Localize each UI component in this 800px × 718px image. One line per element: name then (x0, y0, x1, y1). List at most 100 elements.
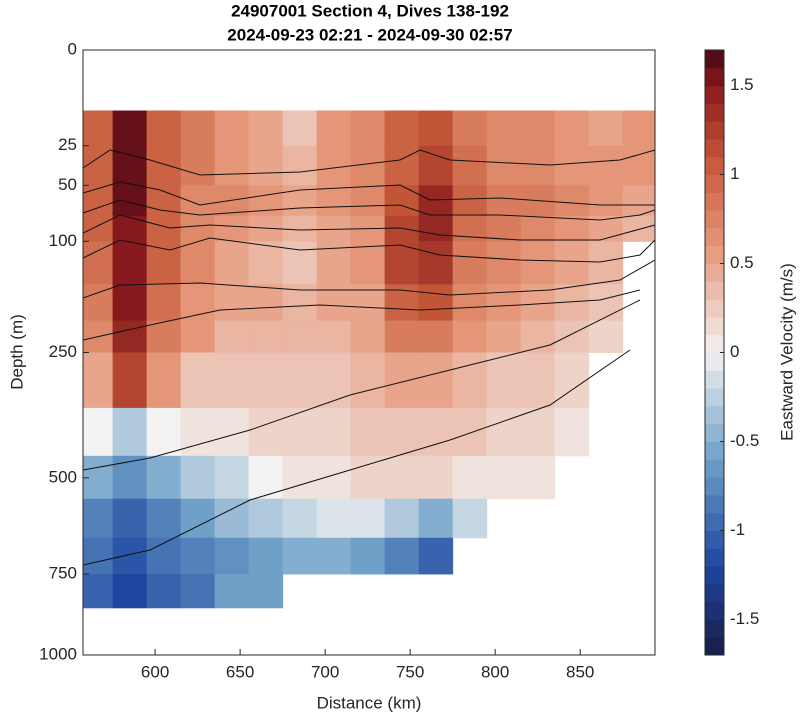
colorbar-swatch (705, 227, 724, 247)
heat-cell (146, 455, 182, 500)
heat-cell (520, 145, 556, 186)
heat-cell (282, 241, 318, 285)
heat-cell (146, 185, 182, 217)
heat-cell (83, 241, 114, 285)
heat-cell (452, 407, 488, 457)
colorbar-swatch (705, 50, 724, 69)
heat-cell (248, 145, 284, 186)
contour-line (83, 199, 655, 221)
heat-cell (146, 320, 182, 353)
heat-cell (282, 537, 318, 575)
heat-cell (588, 145, 624, 186)
heat-cell (214, 145, 250, 186)
heat-cell (83, 185, 114, 217)
heat-cell (486, 320, 522, 353)
heat-cell (180, 145, 216, 186)
heat-cell (112, 573, 148, 609)
heat-cell (214, 573, 250, 609)
heat-cell (520, 110, 556, 147)
y-tick-label: 250 (49, 342, 77, 361)
colorbar-swatch (705, 583, 724, 603)
heat-cell (554, 145, 590, 186)
chart-title: 24907001 Section 4, Dives 138-192 (231, 1, 509, 20)
heat-cell (248, 498, 284, 539)
heat-cell (214, 455, 250, 500)
heat-cell (588, 320, 624, 353)
heat-cell (418, 537, 454, 575)
heat-cell (112, 537, 148, 575)
contour-line (83, 349, 631, 566)
heat-cell (214, 352, 250, 409)
x-tick-label: 850 (566, 662, 594, 681)
heat-cell (384, 241, 420, 285)
x-tick-label: 600 (141, 662, 169, 681)
heat-cell (384, 145, 420, 186)
colorbar-swatch (705, 512, 724, 531)
heat-cell (452, 145, 488, 186)
heat-cell (112, 498, 148, 539)
heat-cell (112, 284, 148, 322)
heat-cell (418, 145, 454, 186)
heat-cell (180, 573, 216, 609)
heat-cell (146, 145, 182, 186)
heat-cell (452, 185, 488, 217)
heat-cell (180, 320, 216, 353)
colorbar-tick-label: -0.5 (730, 431, 759, 450)
heat-cell (554, 407, 590, 457)
heat-cell (248, 110, 284, 147)
heat-cell (83, 573, 114, 609)
heat-cell (146, 352, 182, 409)
heat-cell (180, 284, 216, 322)
heat-cell (316, 407, 352, 457)
heat-cell (146, 573, 182, 609)
heat-cell (486, 241, 522, 285)
heat-cell (452, 320, 488, 353)
heat-cell (520, 215, 556, 242)
heat-cell (418, 215, 454, 242)
heat-cell (554, 241, 590, 285)
colorbar-tick-label: -1 (730, 520, 745, 539)
heat-cell (554, 110, 590, 147)
colorbar-swatch (705, 85, 724, 104)
heat-cell (452, 498, 488, 539)
contour-line (83, 237, 655, 263)
y-tick-label: 1000 (39, 644, 77, 663)
heat-cell (384, 455, 420, 500)
heat-cell (316, 320, 352, 353)
heat-cell (554, 215, 590, 242)
colorbar-tick-label: 1 (730, 164, 739, 183)
heat-cell (214, 537, 250, 575)
colorbar-swatch (705, 441, 724, 460)
heat-cell (418, 352, 454, 409)
heat-cell (180, 110, 216, 147)
heat-cell (350, 537, 386, 575)
heat-cell (452, 110, 488, 147)
heat-cell (146, 407, 182, 457)
heat-cell (418, 498, 454, 539)
colorbar-swatch (705, 334, 724, 353)
colorbar: -1.5 -1 -0.5 0 0.5 1 1.5 (704, 49, 759, 656)
y-axis-label: Depth (m) (7, 314, 26, 390)
heat-cell (316, 185, 352, 217)
heat-cell (282, 145, 318, 186)
heat-cell (316, 498, 352, 539)
heat-cell (350, 352, 386, 409)
colorbar-swatch (705, 67, 724, 87)
heat-cell (282, 320, 318, 353)
heat-cell (452, 455, 488, 500)
colorbar-swatch (705, 281, 724, 300)
heat-cell (520, 455, 556, 500)
colorbar-swatch (705, 156, 724, 176)
x-tick-label: 750 (396, 662, 424, 681)
heat-cell (248, 320, 284, 353)
heat-cell (452, 284, 488, 322)
heat-cell (486, 352, 522, 409)
colorbar-swatch (705, 566, 724, 585)
heat-cell (316, 352, 352, 409)
heat-cell (248, 241, 284, 285)
heat-cell (316, 145, 352, 186)
heat-cell (384, 352, 420, 409)
heat-cell (83, 145, 114, 186)
heat-cell (418, 185, 454, 217)
